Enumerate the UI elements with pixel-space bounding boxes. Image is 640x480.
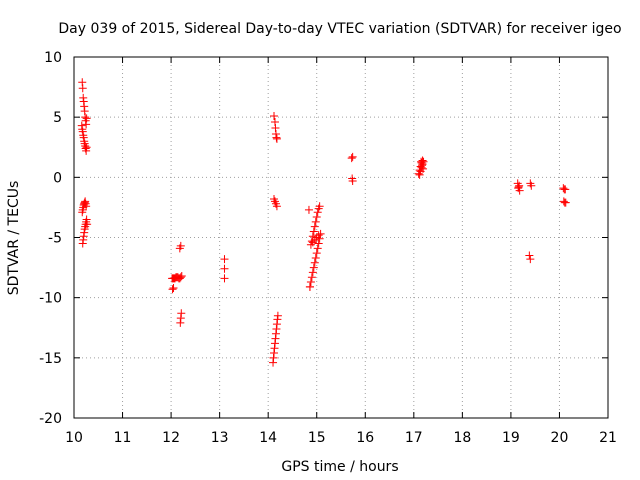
- x-tick-label: 16: [356, 430, 374, 446]
- data-point: [312, 213, 321, 222]
- data-point: [314, 231, 323, 240]
- data-point: [527, 181, 536, 190]
- data-point: [309, 263, 318, 272]
- data-point: [419, 164, 428, 173]
- data-point: [313, 244, 322, 253]
- data-point: [272, 134, 281, 143]
- data-point: [82, 143, 91, 152]
- x-tick-label: 17: [405, 430, 423, 446]
- x-tick-label: 19: [502, 430, 520, 446]
- data-point: [82, 202, 91, 211]
- y-tick-label: 5: [53, 110, 62, 126]
- data-point: [417, 157, 426, 166]
- data-points: [77, 78, 570, 367]
- x-tick-label: 12: [162, 430, 180, 446]
- x-tick-label: 18: [453, 430, 471, 446]
- data-point: [304, 205, 313, 214]
- x-tick-label: 14: [259, 430, 277, 446]
- data-point: [415, 170, 424, 179]
- data-point: [515, 181, 524, 190]
- y-axis-label: SDTVAR / TECUs: [6, 181, 22, 296]
- x-axis-label: GPS time / hours: [281, 459, 398, 475]
- data-point: [561, 198, 570, 207]
- data-point: [220, 255, 229, 264]
- data-point: [308, 268, 317, 277]
- y-tick-label: -15: [39, 351, 62, 367]
- data-point: [78, 84, 87, 93]
- y-tick-label: -10: [39, 291, 62, 307]
- y-tick-label: -5: [48, 231, 62, 247]
- data-point: [312, 249, 321, 258]
- tick-labels: 10 11 12 13 14 15 16 17 18 19 20 21 -20 -15 -10 -5 0 5 10: [39, 50, 617, 446]
- data-point: [526, 255, 535, 264]
- data-point: [418, 161, 427, 170]
- data-point: [270, 111, 279, 120]
- plot-border: [73, 56, 609, 419]
- data-point: [559, 184, 568, 193]
- data-point: [272, 202, 281, 211]
- data-point: [169, 284, 178, 293]
- data-point: [273, 311, 282, 320]
- chart-title: Day 039 of 2015, Sidereal Day-to-day VTE…: [58, 21, 621, 37]
- data-point: [176, 241, 185, 250]
- data-point: [310, 258, 319, 267]
- data-point: [347, 154, 356, 163]
- data-point: [348, 176, 357, 185]
- y-tick-label: -20: [39, 411, 62, 427]
- data-point: [311, 217, 320, 226]
- data-point: [315, 202, 324, 211]
- data-point: [305, 282, 314, 291]
- data-point: [307, 273, 316, 282]
- data-point: [313, 208, 322, 217]
- x-tick-label: 10: [65, 430, 83, 446]
- data-point: [177, 272, 186, 281]
- grid: [73, 56, 609, 419]
- data-point: [525, 251, 534, 260]
- x-tick-label: 13: [211, 430, 229, 446]
- data-point: [220, 264, 229, 273]
- data-point: [316, 229, 325, 238]
- y-tick-label: 0: [53, 170, 62, 186]
- y-tick-label: 10: [44, 50, 62, 66]
- data-point: [348, 152, 357, 161]
- data-point: [82, 114, 91, 123]
- data-point: [306, 278, 315, 287]
- data-point: [311, 253, 320, 262]
- data-point: [220, 274, 229, 283]
- data-point: [83, 220, 92, 229]
- data-point: [310, 222, 319, 231]
- data-point: [168, 285, 177, 294]
- data-point: [314, 239, 323, 248]
- data-point: [561, 185, 570, 194]
- x-tick-label: 21: [599, 430, 617, 446]
- data-point: [559, 197, 568, 206]
- data-point: [309, 227, 318, 236]
- data-point: [177, 309, 186, 318]
- x-tick-label: 15: [308, 430, 326, 446]
- x-tick-label: 11: [114, 430, 132, 446]
- data-point: [176, 273, 185, 282]
- x-tick-label: 20: [551, 430, 569, 446]
